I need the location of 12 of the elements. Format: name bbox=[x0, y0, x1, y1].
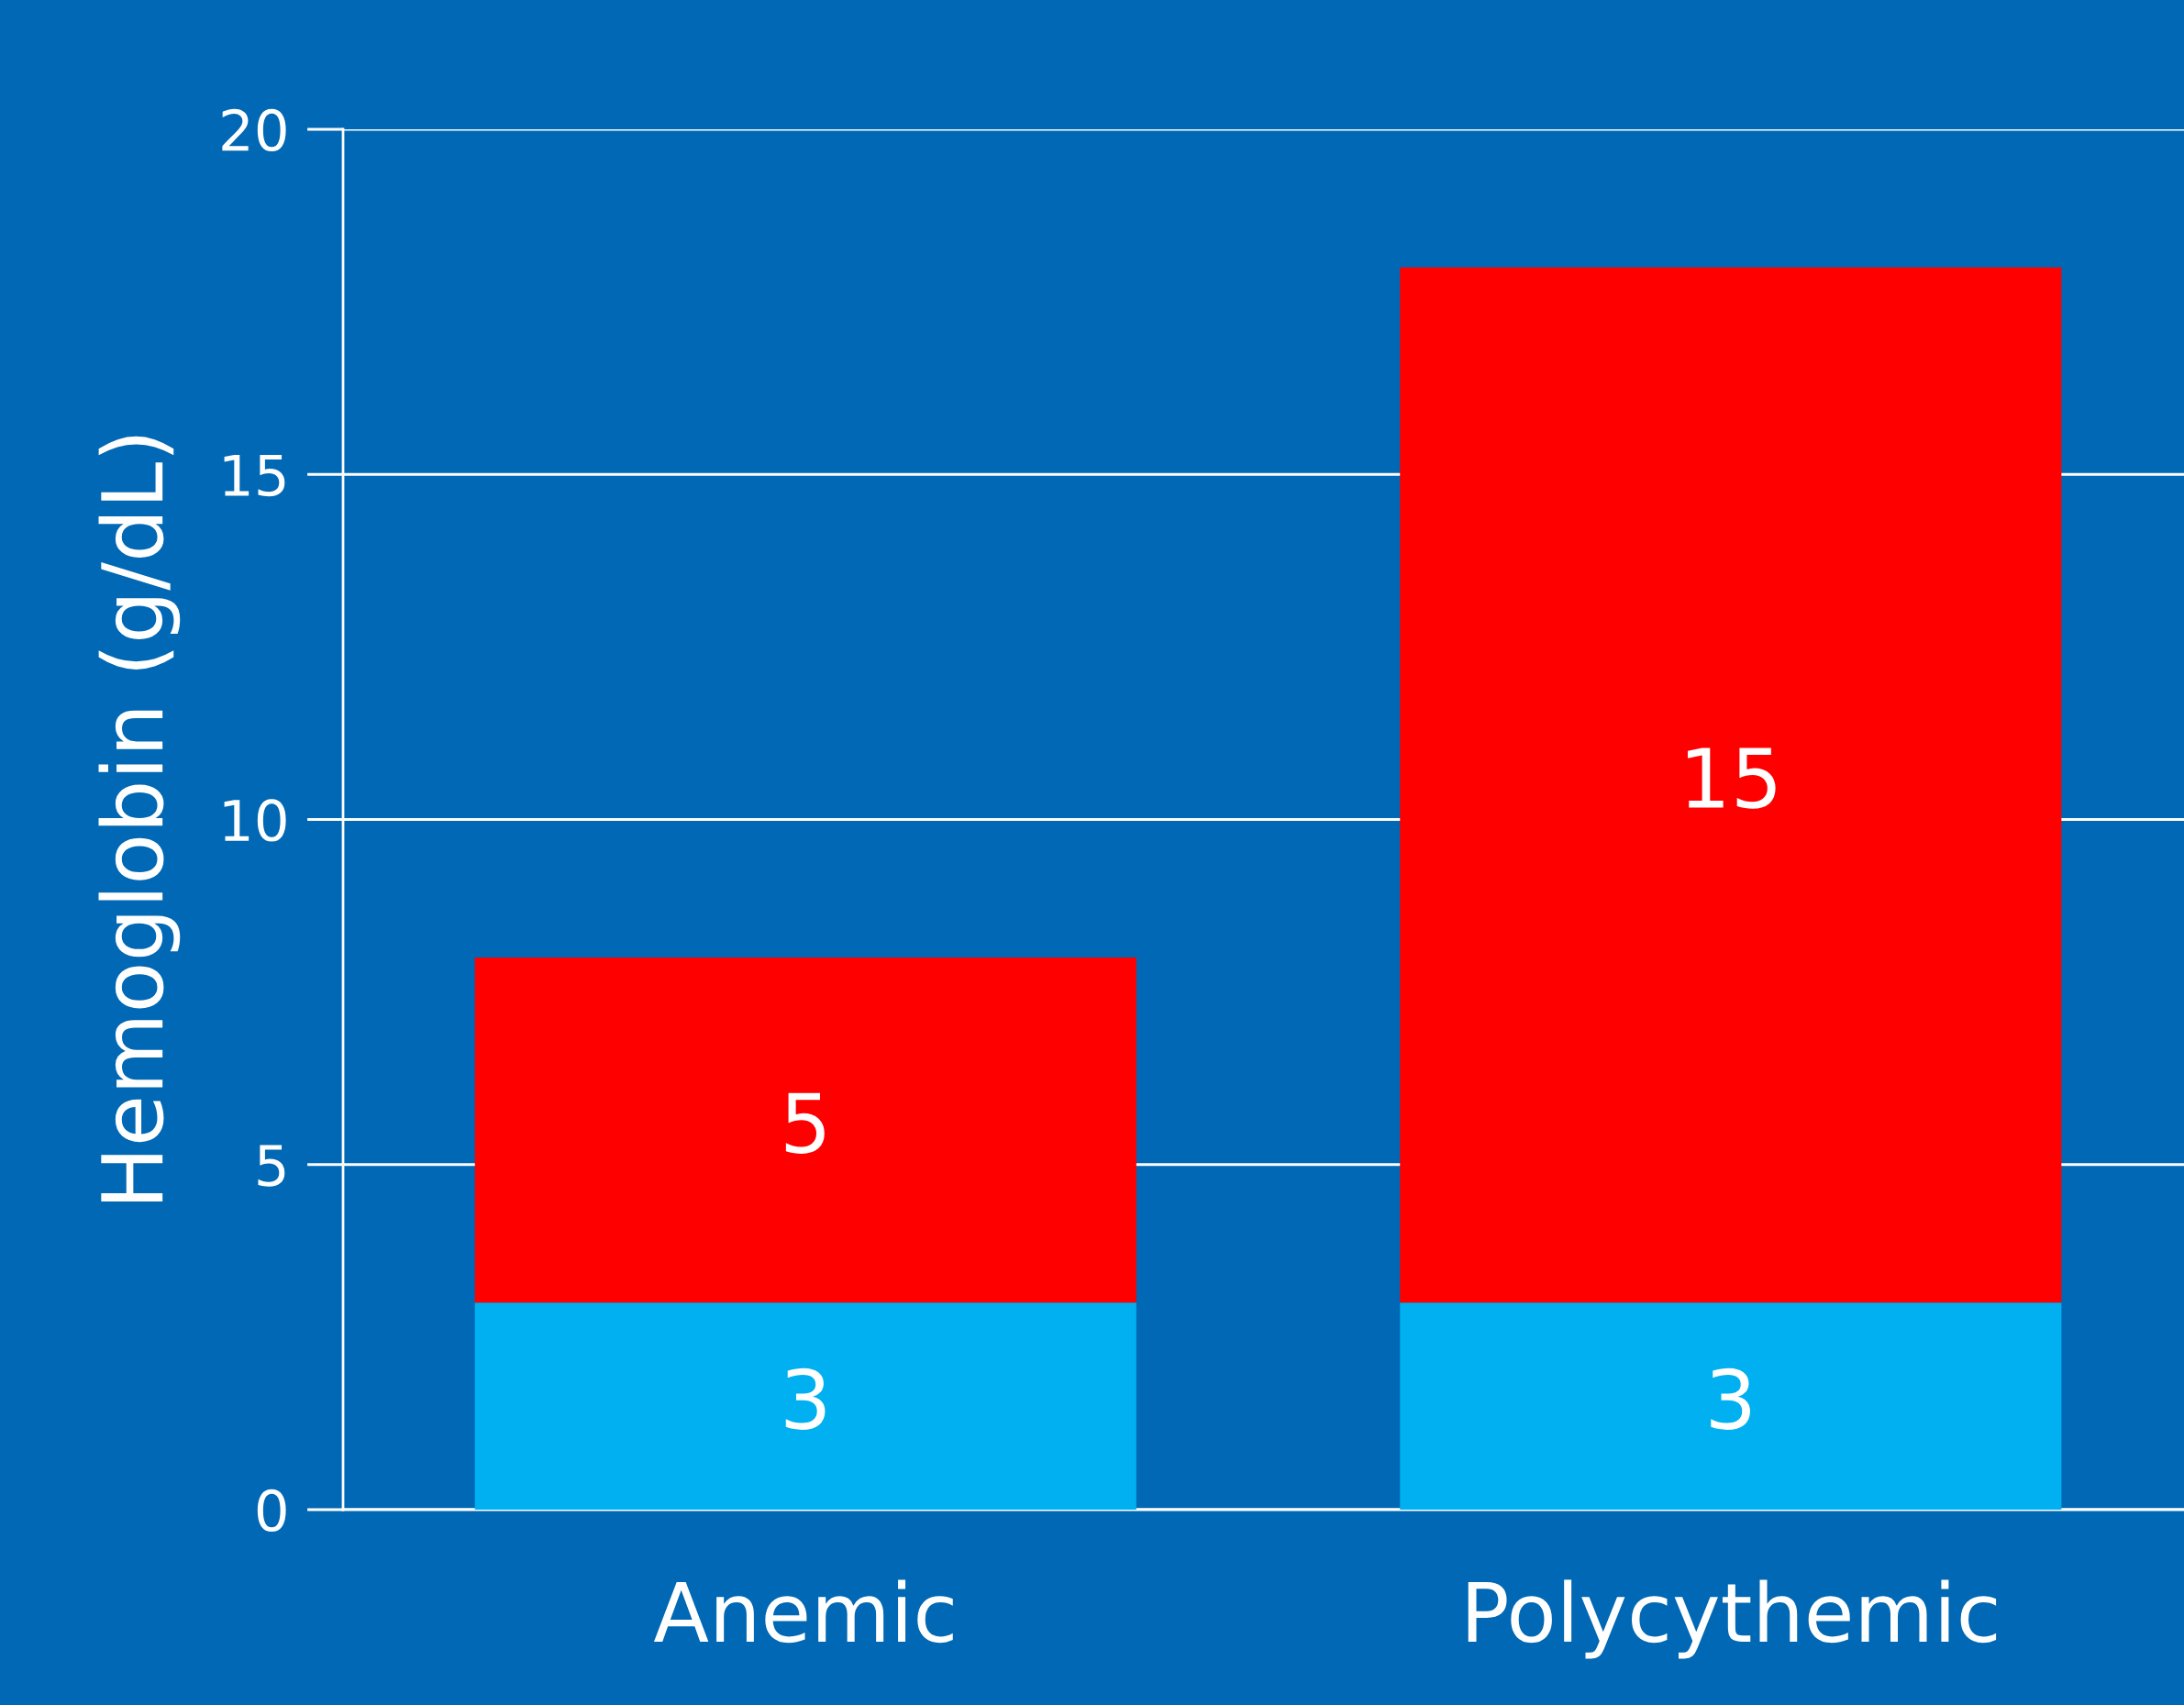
y-tick-label: 15 bbox=[224, 454, 285, 497]
y-tick-label: 5 bbox=[258, 1145, 285, 1187]
y-tick-label: 20 bbox=[222, 108, 286, 152]
y-axis-title: Hemoglobin (g/dL) bbox=[98, 436, 181, 1202]
y-tick-label: 0 bbox=[257, 1489, 286, 1533]
data-label: 3 bbox=[1711, 1367, 1750, 1430]
data-label: 5 bbox=[785, 1092, 825, 1154]
data-label: 3 bbox=[785, 1367, 826, 1430]
x-tick-label: Anemic bbox=[653, 1579, 953, 1644]
x-tick-label: Polycythemic bbox=[1468, 1579, 1997, 1659]
data-label: 15 bbox=[1688, 747, 1776, 809]
y-tick-label: 10 bbox=[224, 799, 286, 842]
